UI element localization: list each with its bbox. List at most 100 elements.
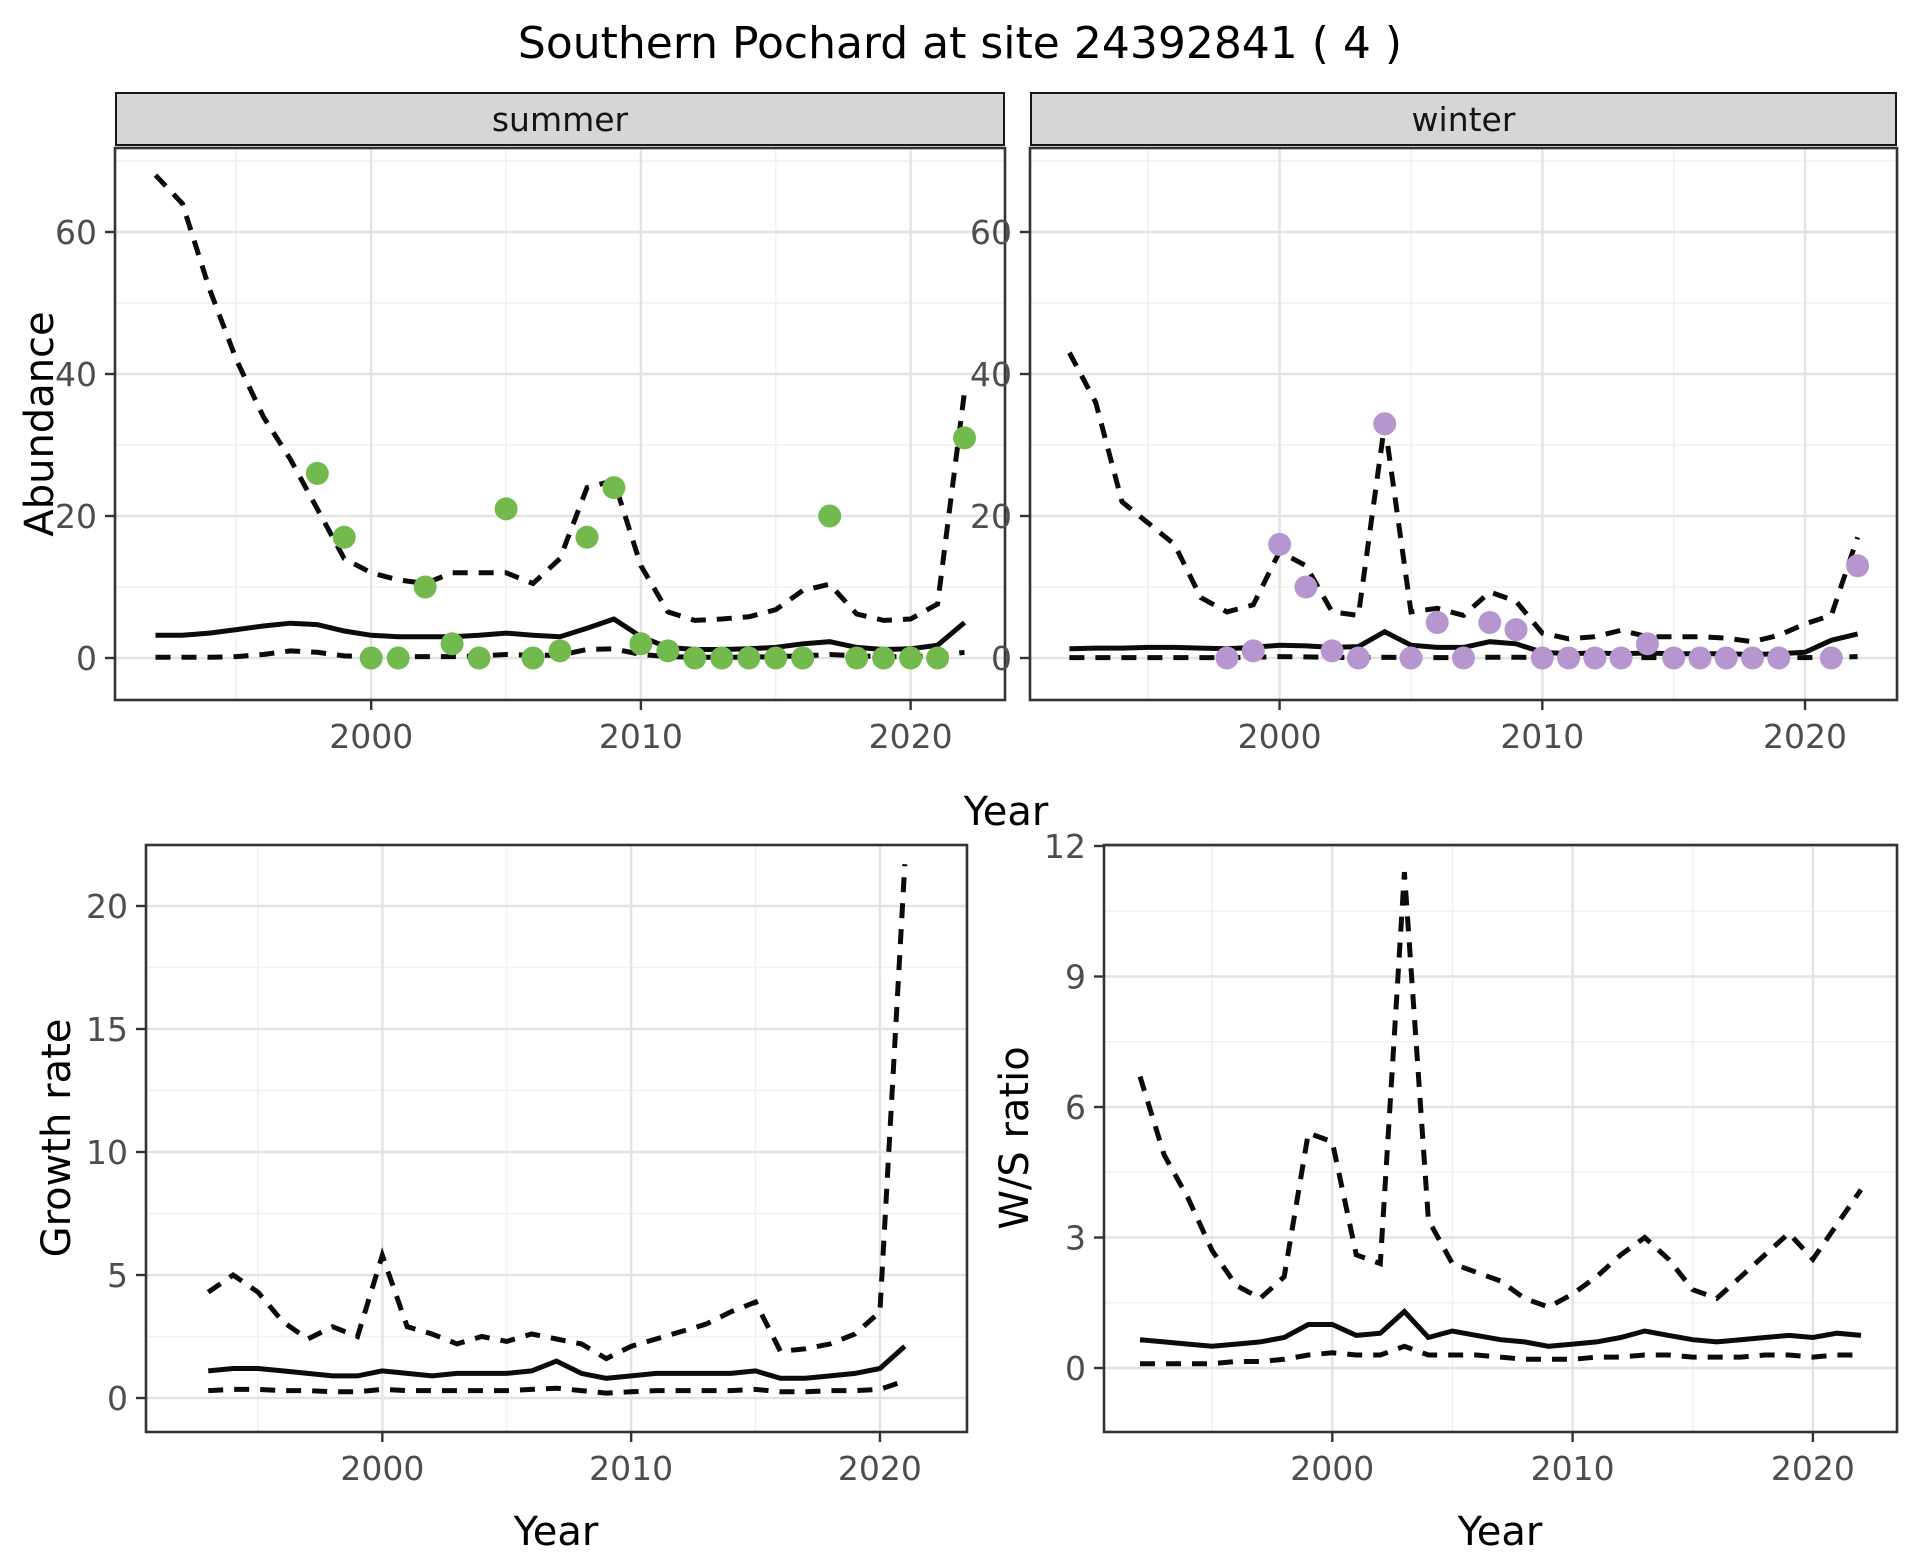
series-lines: [1137, 871, 1864, 1367]
data-point: [1268, 532, 1292, 556]
data-point: [440, 632, 464, 656]
y-tick-label: 0: [991, 639, 1012, 678]
x-tick-label: 2020: [869, 717, 953, 756]
axis-ticks: 2000 2010 2020 0 20 40 60: [970, 213, 1847, 756]
data-point: [1583, 646, 1607, 670]
facet-strip-winter: winter: [1030, 92, 1897, 146]
series-lower_ci-dashed: [1140, 1343, 1861, 1367]
data-point: [548, 639, 572, 663]
x-tick-label: 2010: [599, 717, 683, 756]
data-point: [926, 646, 950, 670]
data-point: [899, 646, 923, 670]
ws-year-axis-label: Year: [1457, 1509, 1543, 1555]
data-point: [1662, 646, 1686, 670]
data-point: [305, 461, 329, 485]
series-upper_ci-dashed: [1067, 351, 1860, 645]
y-tick-label: 15: [86, 1010, 128, 1049]
panel-border: [1028, 146, 1899, 702]
data-point: [1215, 646, 1239, 670]
data-point: [332, 525, 356, 549]
x-tick-label: 2020: [1763, 717, 1847, 756]
data-point: [1557, 646, 1581, 670]
facet-strip-winter-label: winter: [1411, 99, 1516, 139]
x-tick-label: 2000: [329, 717, 413, 756]
top-year-axis-label: Year: [963, 789, 1049, 835]
axis-ticks: 2000 2010 2020 0 20 40 60: [55, 213, 953, 756]
data-point: [683, 646, 707, 670]
panel-border: [144, 843, 969, 1434]
data-point: [710, 646, 734, 670]
data-point: [1530, 646, 1554, 670]
data-point: [521, 646, 545, 670]
data-point: [1320, 639, 1344, 663]
data-point: [1688, 646, 1712, 670]
data-point: [791, 646, 815, 670]
data-point: [386, 646, 410, 670]
panel-growth_rate: 2000 2010 2020 0 5 10 15 20: [86, 843, 969, 1488]
y-tick-label: 60: [970, 213, 1012, 252]
axis-ticks: 2000 2010 2020 0 5 10 15 20: [86, 887, 922, 1488]
y-tick-label: 12: [1044, 827, 1086, 866]
y-tick-label: 40: [55, 355, 97, 394]
data-point: [1241, 639, 1265, 663]
y-tick-label: 20: [970, 497, 1012, 536]
facet-strip-summer: summer: [115, 92, 1005, 146]
y-tick-label: 5: [107, 1256, 128, 1295]
observed-points: [305, 426, 976, 670]
x-tick-label: 2000: [1238, 717, 1322, 756]
series-lower_ci-dashed: [155, 646, 965, 660]
observed-points: [1215, 412, 1870, 670]
data-point: [467, 646, 491, 670]
series-lower_ci-dashed: [208, 1378, 906, 1396]
data-point: [1504, 618, 1528, 642]
series-lines: [1067, 351, 1860, 661]
data-point: [1399, 646, 1423, 670]
y-tick-label: 20: [86, 887, 128, 926]
x-tick-label: 2010: [589, 1449, 673, 1488]
ws-ratio-axis-label: W/S ratio: [992, 1046, 1038, 1230]
series-median-solid: [1139, 1307, 1862, 1349]
panel-border: [1102, 843, 1899, 1434]
series-upper_ci-dashed: [206, 864, 908, 1362]
facet-strip-summer-label: summer: [491, 99, 629, 139]
panel-ws_ratio: 2000 2010 2020 0 3 6 9 12: [1044, 827, 1899, 1488]
series-median-solid: [207, 1344, 907, 1381]
series-upper_ci-dashed: [153, 173, 967, 623]
y-tick-label: 3: [1065, 1219, 1086, 1258]
data-point: [1846, 554, 1870, 578]
data-point: [872, 646, 896, 670]
y-tick-label: 10: [86, 1133, 128, 1172]
data-point: [1294, 575, 1318, 599]
series-lines: [206, 864, 908, 1396]
data-point: [575, 525, 599, 549]
panel-abundance_summer: 2000 2010 2020 0 20 40 60: [55, 146, 1007, 756]
x-tick-label: 2020: [838, 1449, 922, 1488]
y-tick-label: 0: [107, 1379, 128, 1418]
x-tick-label: 2010: [1531, 1449, 1615, 1488]
x-tick-label: 2010: [1500, 717, 1584, 756]
gridlines: [146, 845, 967, 1432]
y-tick-label: 0: [1065, 1349, 1086, 1388]
growth-rate-axis-label: Growth rate: [34, 1018, 80, 1258]
data-point: [1425, 611, 1449, 634]
y-tick-label: 40: [970, 355, 1012, 394]
data-point: [845, 646, 869, 670]
y-tick-label: 60: [55, 213, 97, 252]
data-point: [413, 575, 437, 599]
data-point: [359, 646, 383, 670]
series-median-solid: [155, 616, 967, 653]
data-point: [1346, 646, 1370, 670]
chart-title: Southern Pochard at site 24392841 ( 4 ): [517, 18, 1403, 69]
data-point: [1635, 632, 1659, 656]
x-tick-label: 2000: [340, 1449, 424, 1488]
data-point: [1767, 646, 1791, 670]
data-point: [656, 639, 680, 663]
data-point: [1819, 646, 1843, 670]
data-point: [818, 504, 842, 528]
series-lines: [153, 173, 967, 660]
growth-year-axis-label: Year: [513, 1509, 599, 1555]
y-tick-label: 6: [1065, 1088, 1086, 1127]
data-point: [1609, 646, 1633, 670]
